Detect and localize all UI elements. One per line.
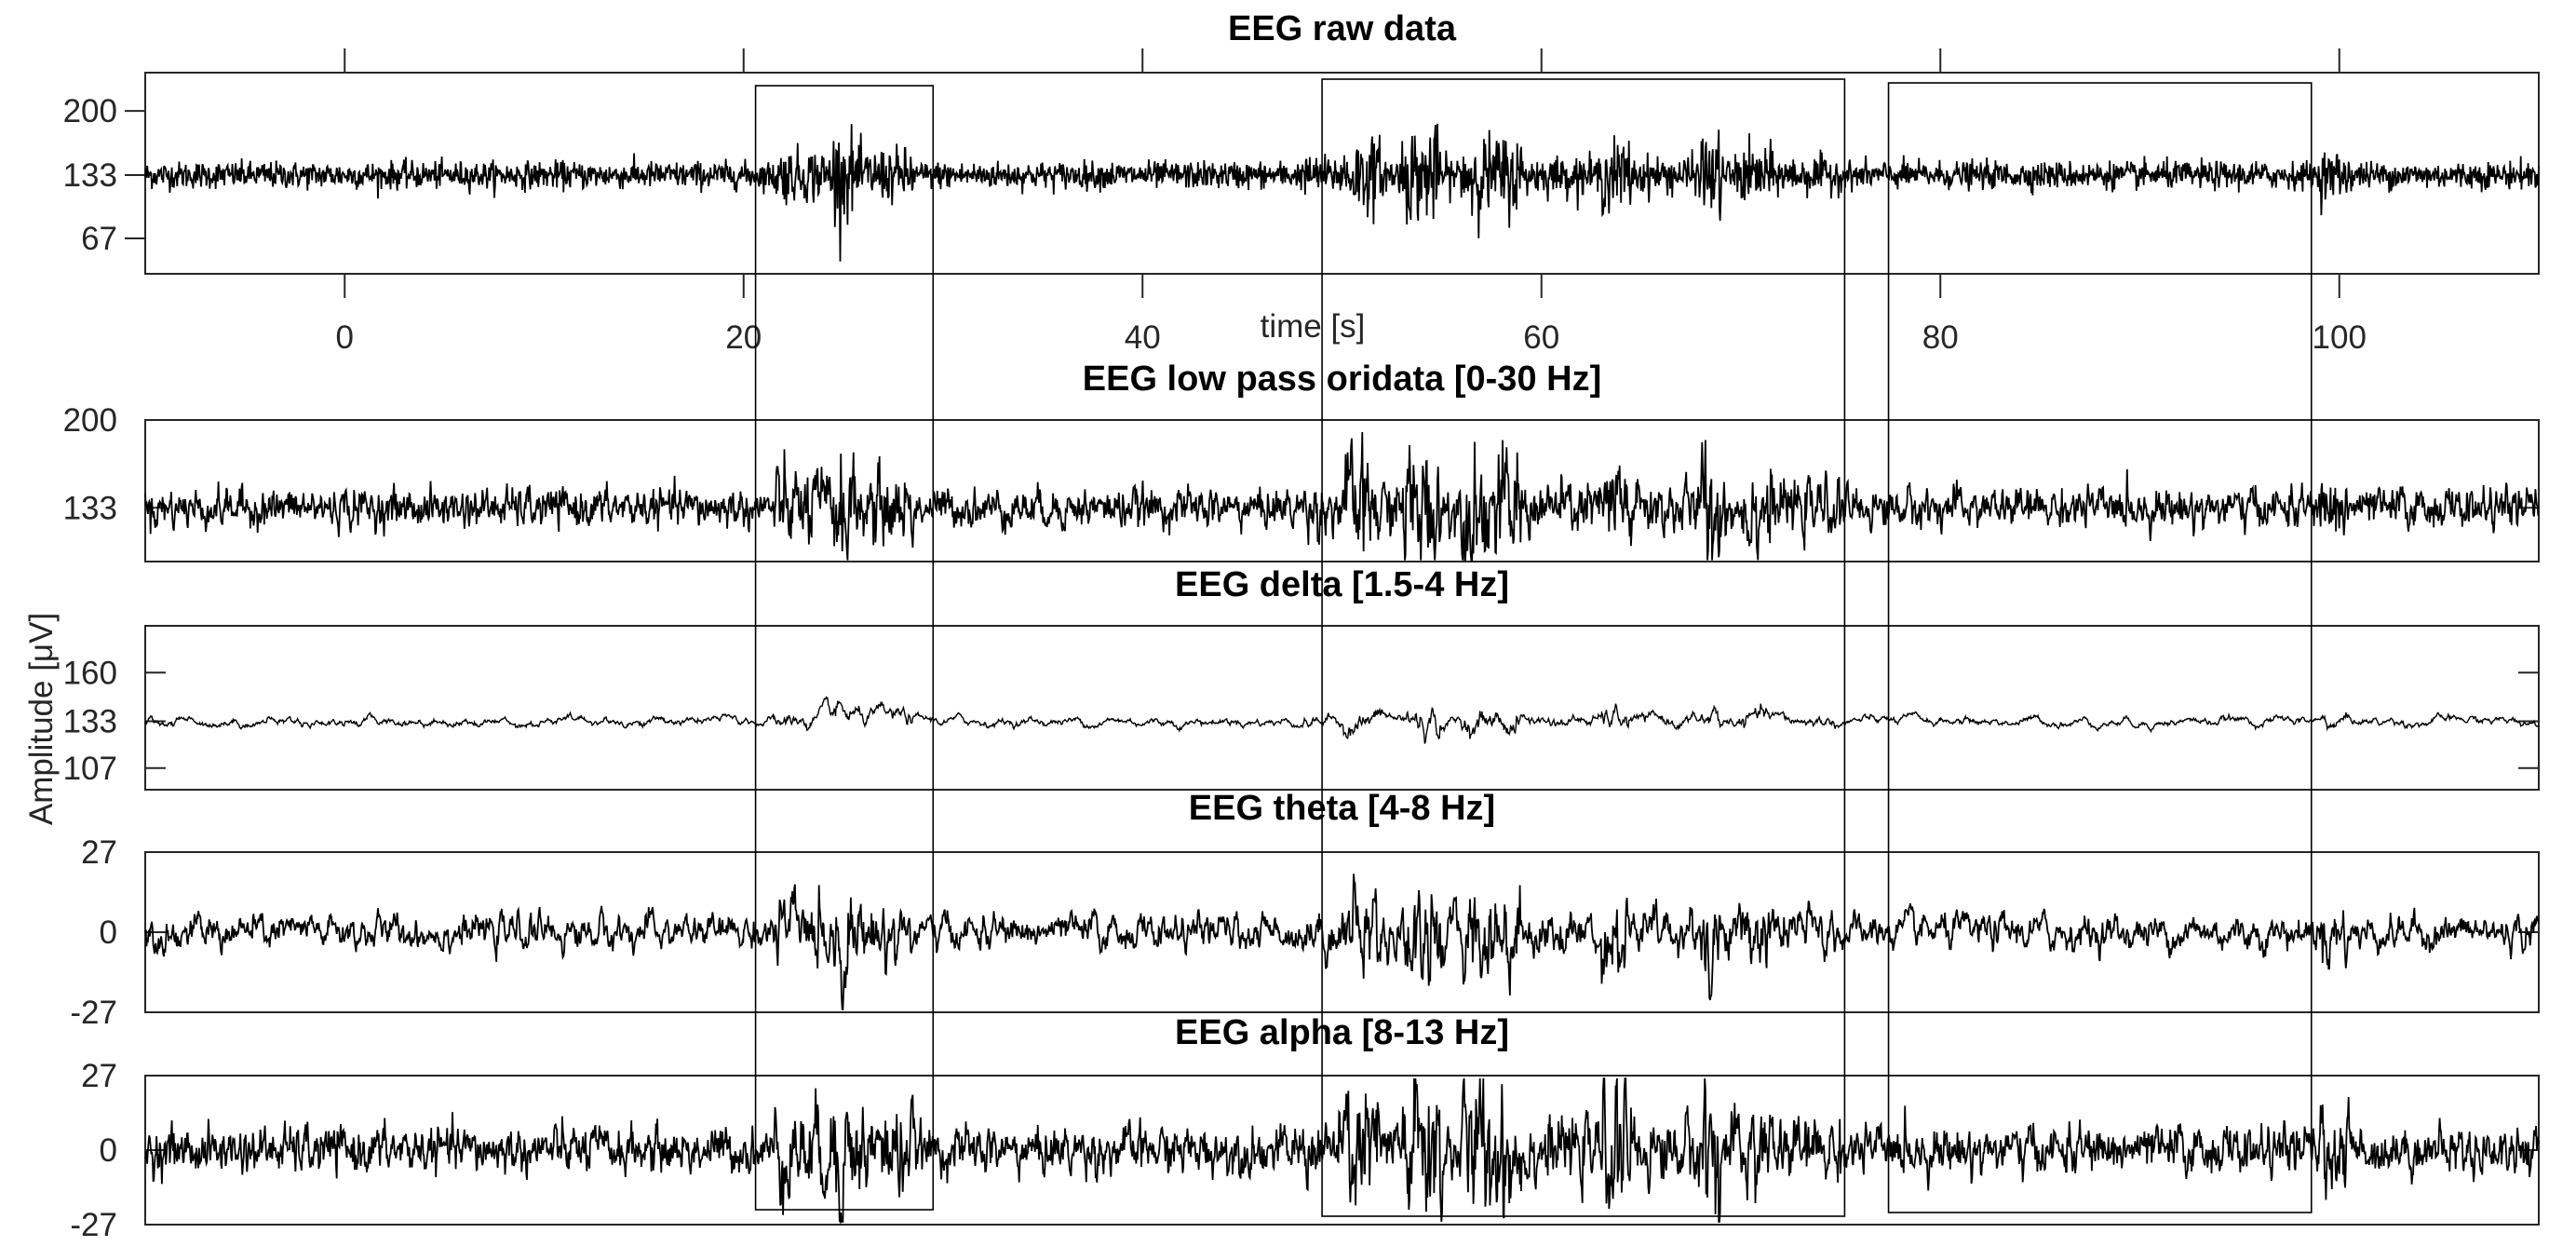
y-tick-label: 0	[100, 1132, 117, 1169]
x-tick-label: 80	[1922, 319, 1959, 356]
signal-trace	[144, 696, 2540, 744]
axes-box	[144, 625, 2540, 791]
y-tick-label: 0	[100, 915, 117, 951]
subplot-title: EEG theta [4-8 Hz]	[1189, 789, 1495, 828]
y-tick-label: 67	[81, 221, 117, 257]
x-tick-label: 40	[1125, 319, 1161, 356]
y-tick-label: 160	[63, 655, 117, 691]
y-tick-label: -27	[70, 995, 117, 1031]
y-axis-label: Amplitude [μV]	[23, 613, 60, 825]
highlight-window	[1321, 78, 1846, 1217]
subplot-title: EEG raw data	[1228, 9, 1457, 48]
x-axis-label: time [s]	[1261, 308, 1366, 345]
highlight-window	[1887, 82, 2313, 1213]
y-tick-label: -27	[70, 1207, 117, 1243]
y-tick-label: 200	[63, 93, 117, 129]
axes-box	[144, 419, 2540, 562]
subplot-title: EEG delta [1.5-4 Hz]	[1175, 565, 1509, 604]
y-tick-label: 133	[63, 704, 117, 740]
y-tick-label: 27	[81, 834, 117, 871]
y-tick-label: 27	[81, 1058, 117, 1094]
subplot-2: EEG low pass oridata [0-30 Hz] 133 200	[63, 359, 2540, 562]
y-tick-label: 200	[63, 402, 117, 439]
signal-trace	[144, 874, 2540, 1010]
subplot-title: EEG low pass oridata [0-30 Hz]	[1083, 359, 1601, 399]
signal-trace	[144, 431, 2540, 562]
y-tick-label: 107	[63, 751, 117, 787]
subplot-5: EEG alpha [8-13 Hz] -27 0 27	[70, 1013, 2540, 1243]
subplot-3: EEG delta [1.5-4 Hz] 107 133 160	[63, 565, 2540, 791]
y-tick-label: 133	[63, 490, 117, 526]
subplot-1: EEG raw data 67 133 200	[63, 9, 2540, 275]
x-tick-label: 60	[1523, 319, 1559, 356]
x-tick-label: 0	[336, 319, 354, 356]
highlight-window	[754, 85, 935, 1211]
signal-trace	[144, 123, 2540, 262]
x-tick-label: 100	[2313, 319, 2367, 356]
signal-trace	[144, 1077, 2540, 1225]
subplot-title: EEG alpha [8-13 Hz]	[1175, 1013, 1509, 1052]
y-tick-label: 133	[63, 157, 117, 194]
subplot-4: EEG theta [4-8 Hz] -27 0 27	[70, 789, 2540, 1031]
